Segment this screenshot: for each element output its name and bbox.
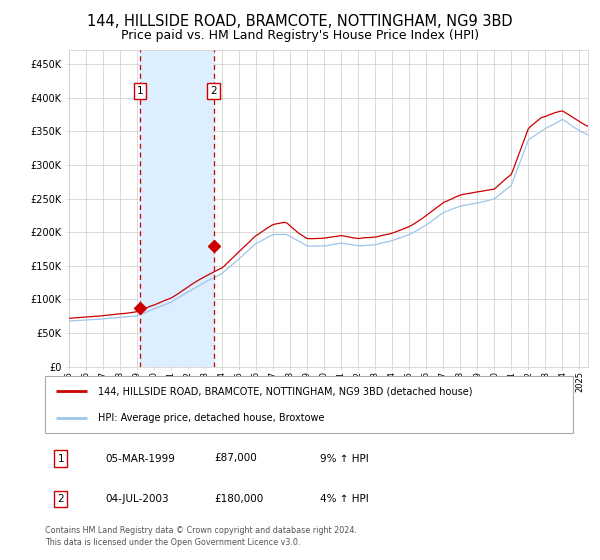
Text: 2: 2 [58, 494, 64, 505]
Text: 1: 1 [58, 454, 64, 464]
Text: Price paid vs. HM Land Registry's House Price Index (HPI): Price paid vs. HM Land Registry's House … [121, 29, 479, 42]
Text: £180,000: £180,000 [214, 494, 263, 505]
Text: 144, HILLSIDE ROAD, BRAMCOTE, NOTTINGHAM, NG9 3BD (detached house): 144, HILLSIDE ROAD, BRAMCOTE, NOTTINGHAM… [98, 386, 472, 396]
Text: 04-JUL-2003: 04-JUL-2003 [106, 494, 169, 505]
Text: HPI: Average price, detached house, Broxtowe: HPI: Average price, detached house, Brox… [98, 413, 325, 423]
FancyBboxPatch shape [45, 376, 573, 433]
Bar [140, 50, 214, 367]
Text: Contains HM Land Registry data © Crown copyright and database right 2024.
This d: Contains HM Land Registry data © Crown c… [45, 526, 357, 547]
Text: 144, HILLSIDE ROAD, BRAMCOTE, NOTTINGHAM, NG9 3BD: 144, HILLSIDE ROAD, BRAMCOTE, NOTTINGHAM… [87, 14, 513, 29]
Text: £87,000: £87,000 [214, 454, 257, 464]
Text: 2: 2 [211, 86, 217, 96]
Text: 1: 1 [137, 86, 143, 96]
Text: 4% ↑ HPI: 4% ↑ HPI [320, 494, 368, 505]
Text: 05-MAR-1999: 05-MAR-1999 [106, 454, 176, 464]
Text: 9% ↑ HPI: 9% ↑ HPI [320, 454, 368, 464]
